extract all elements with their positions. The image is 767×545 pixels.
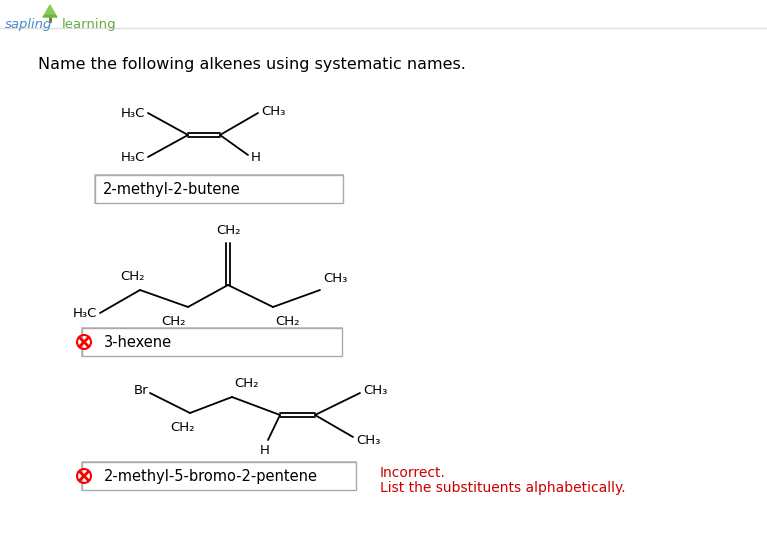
Text: H₃C: H₃C bbox=[73, 306, 97, 319]
Text: CH₃: CH₃ bbox=[261, 105, 285, 118]
Text: Br: Br bbox=[133, 384, 148, 397]
Text: CH₂: CH₂ bbox=[162, 314, 186, 328]
Text: Name the following alkenes using systematic names.: Name the following alkenes using systema… bbox=[38, 57, 466, 72]
Text: sapling: sapling bbox=[5, 18, 52, 31]
Text: CH₂: CH₂ bbox=[275, 314, 299, 328]
Text: CH₃: CH₃ bbox=[356, 433, 380, 446]
Text: H₃C: H₃C bbox=[120, 106, 145, 119]
Text: 2-methyl-5-bromo-2-pentene: 2-methyl-5-bromo-2-pentene bbox=[104, 469, 318, 483]
Text: CH₃: CH₃ bbox=[323, 271, 347, 284]
Text: H: H bbox=[251, 150, 261, 164]
Text: List the substituents alphabetically.: List the substituents alphabetically. bbox=[380, 481, 626, 495]
FancyBboxPatch shape bbox=[81, 461, 357, 491]
Text: 3-hexene: 3-hexene bbox=[104, 335, 172, 349]
FancyBboxPatch shape bbox=[82, 462, 356, 490]
Text: CH₂: CH₂ bbox=[216, 223, 240, 237]
Text: H₃C: H₃C bbox=[120, 150, 145, 164]
Text: CH₂: CH₂ bbox=[170, 421, 195, 433]
FancyBboxPatch shape bbox=[95, 175, 343, 203]
FancyBboxPatch shape bbox=[82, 328, 342, 356]
Text: 2-methyl-2-butene: 2-methyl-2-butene bbox=[103, 181, 241, 197]
Text: learning: learning bbox=[62, 18, 117, 31]
Polygon shape bbox=[45, 5, 55, 14]
FancyBboxPatch shape bbox=[81, 327, 343, 357]
Text: CH₂: CH₂ bbox=[234, 377, 258, 390]
Polygon shape bbox=[43, 8, 57, 17]
Text: Incorrect.: Incorrect. bbox=[380, 466, 446, 480]
Text: CH₂: CH₂ bbox=[120, 269, 145, 282]
Text: CH₃: CH₃ bbox=[363, 384, 387, 397]
Text: H: H bbox=[260, 444, 270, 457]
FancyBboxPatch shape bbox=[94, 174, 344, 204]
